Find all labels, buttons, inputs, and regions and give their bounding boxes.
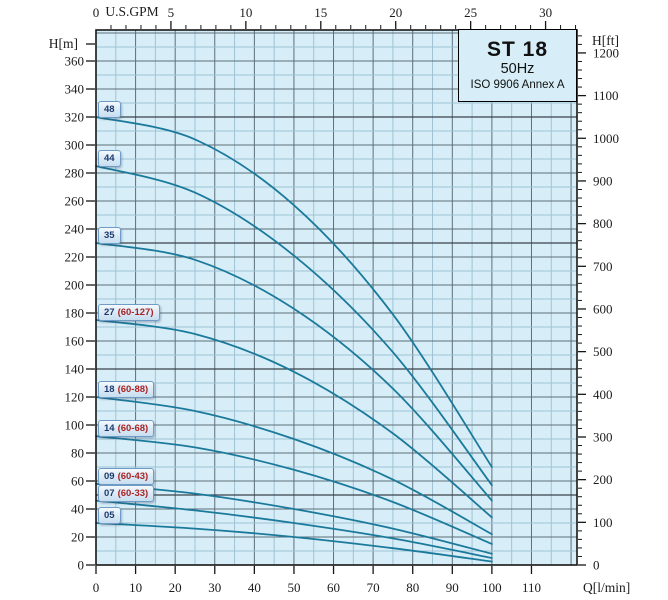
pump-curve-14 [95,435,493,545]
pump-curve-27 [95,319,493,519]
curve-label-44: 44 [98,150,121,167]
left-axis-tick-label: 20 [71,530,84,545]
top-axis-tick-label: 5 [168,5,175,20]
pump-curve-35 [95,242,493,502]
top-axis-tick-label: 10 [239,5,252,20]
curve-flow-range: (60-88) [117,384,149,395]
left-axis-tick-label: 280 [65,166,85,181]
bottom-axis-tick-label: 20 [169,580,182,595]
curve-stage-number: 14 [104,423,115,435]
pump-standard-note: ISO 9906 Annex A [470,79,565,91]
right-axis-tick-label: 400 [593,387,613,402]
top-axis-tick-label: 15 [314,5,327,20]
right-axis-tick-label: 700 [593,259,613,274]
right-axis-tick-label: 300 [593,429,613,444]
pump-curve-44 [95,165,493,487]
curve-label-18: 18 (60-88) [98,381,155,398]
pump-curve-09 [95,482,493,555]
plot-background [96,30,577,565]
curve-label-27: 27 (60-127) [98,304,160,321]
bottom-axis-unit-label: Q[l/min] [583,580,631,595]
left-axis-tick-label: 340 [65,82,85,97]
bottom-axis-tick-label: 110 [522,580,541,595]
curve-label-14: 14 (60-68) [98,420,155,438]
right-axis-tick-label: 100 [593,515,613,530]
curve-stage-number: 18 [104,384,115,395]
left-axis-tick-label: 160 [65,334,85,349]
pump-model-title: ST 18 [486,38,549,61]
right-axis-tick-label: 1000 [593,131,619,146]
bottom-axis-tick-label: 80 [406,580,419,595]
curve-label-09: 09 (60-43) [98,467,155,485]
curve-stage-number: 48 [104,104,115,115]
right-axis-tick-label: 1100 [593,88,619,103]
curve-stage-number: 07 [104,487,115,499]
pump-curve-07 [95,499,493,559]
curve-stage-number: 09 [104,470,115,482]
bottom-axis-tick-label: 60 [327,580,340,595]
bottom-axis-tick-label: 0 [93,580,100,595]
left-axis-tick-label: 140 [65,362,85,377]
right-axis-tick-label: 800 [593,216,613,231]
right-axis-tick-label: 1200 [593,45,619,60]
curve-label-35: 35 [98,227,121,244]
left-axis-tick-label: 200 [65,278,85,293]
right-axis-tick-label: 900 [593,173,613,188]
pump-curve-18 [95,396,493,536]
top-axis-tick-label: 20 [389,5,402,20]
curve-stage-number: 27 [104,307,115,318]
left-axis-unit-label: H[m] [48,36,78,51]
curve-label-07: 07 (60-33) [98,484,155,502]
top-axis-tick-label: 30 [539,5,552,20]
bottom-axis-tick-label: 40 [248,580,261,595]
left-axis-tick-label: 120 [65,390,85,405]
left-axis-tick-label: 100 [65,418,85,433]
curve-flow-range: (60-33) [117,487,149,499]
curve-label-48: 48 [98,101,121,118]
bottom-axis-tick-label: 70 [367,580,380,595]
bottom-axis-tick-label: 10 [129,580,142,595]
top-axis-tick-label: 0 [93,5,100,20]
bottom-axis-tick-label: 50 [287,580,300,595]
right-axis-tick-label: 200 [593,472,613,487]
bottom-axis-tick-label: 30 [208,580,221,595]
pump-curve-05 [95,522,493,563]
top-axis-tick-label: 25 [464,5,477,20]
curve-flow-range: (60-127) [117,307,154,318]
left-axis-tick-label: 40 [71,502,84,517]
right-axis-tick-label: 0 [593,558,600,573]
plot-frame [95,29,578,566]
curve-stage-number: 44 [104,153,115,164]
right-axis-tick-label: 500 [593,344,613,359]
curve-flow-range: (60-43) [117,470,149,482]
bottom-axis-tick-label: 100 [482,580,502,595]
left-axis-tick-label: 60 [71,474,84,489]
curve-stage-number: 35 [104,230,115,241]
left-axis-tick-label: 220 [65,250,85,265]
curve-stage-number: 05 [104,510,115,521]
left-axis-tick-label: 0 [78,558,85,573]
right-axis-tick-label: 600 [593,301,613,316]
pump-frequency: 50Hz [500,61,535,77]
title-box: ST 18 50Hz ISO 9906 Annex A [458,29,577,102]
curve-flow-range: (60-68) [117,423,149,435]
left-axis-tick-label: 180 [65,306,85,321]
left-axis-tick-label: 240 [65,222,85,237]
left-axis-tick-label: 260 [65,194,85,209]
pump-curve-48 [95,116,493,468]
right-axis-unit-label: H[ft] [592,33,619,48]
left-axis-tick-label: 360 [65,54,85,69]
bottom-axis-tick-label: 90 [446,580,459,595]
left-axis-tick-label: 80 [71,446,84,461]
top-axis-unit-label: U.S.GPM [105,4,159,19]
curve-label-05: 05 [98,507,121,524]
left-axis-tick-label: 320 [65,110,85,125]
left-axis-tick-label: 300 [65,138,85,153]
